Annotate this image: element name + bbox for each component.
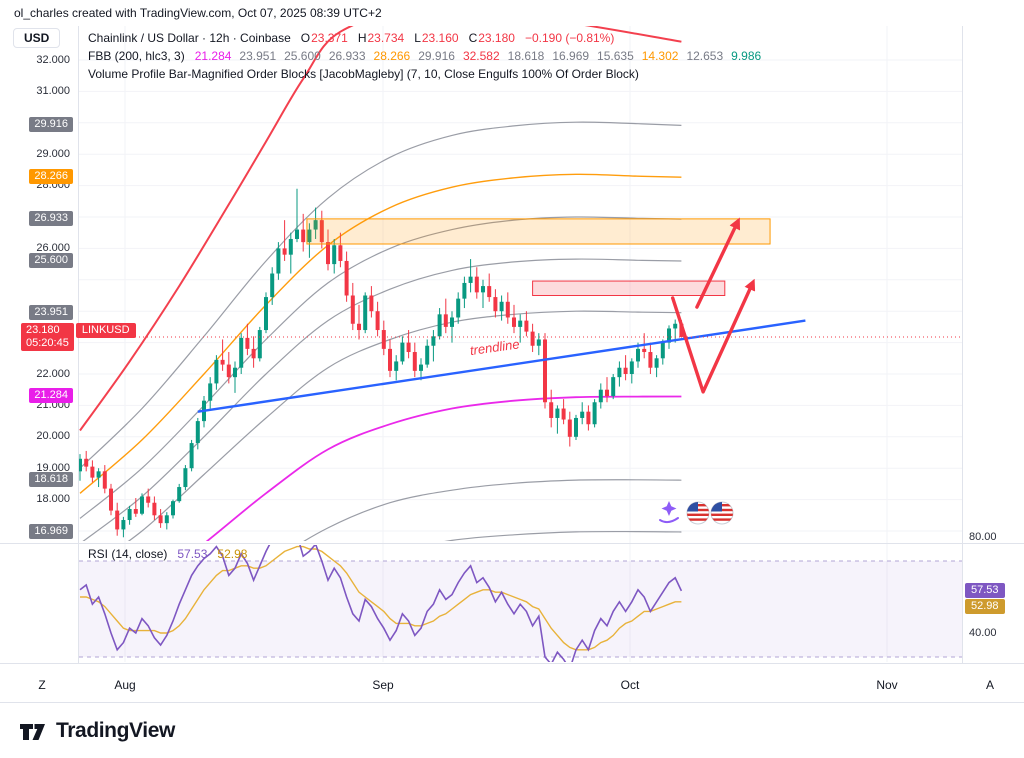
rsi-value-badge: 52.98 [965, 598, 1005, 614]
watermark-credit: ol_charles created with TradingView.com,… [14, 6, 382, 20]
fbb-value: 15.635 [597, 49, 634, 63]
band-upper-26.933 [79, 216, 682, 519]
last-price-value: 23.180 [26, 323, 60, 336]
fbb-value: 25.600 [284, 49, 321, 63]
volume-profile-label[interactable]: Volume Profile Bar-Magnified Order Block… [88, 67, 639, 81]
rsi-ma-line [80, 545, 682, 651]
time-axis[interactable]: Z Aug Sep Oct Nov A [0, 678, 1024, 700]
fbb-value: 12.653 [686, 49, 724, 63]
v-recovery-arrow[interactable] [671, 278, 756, 394]
ohlc-high: H 23.734 [357, 31, 405, 45]
price-label: 18.000 [36, 493, 70, 506]
sparkle-sticker-icon[interactable] [659, 501, 679, 524]
rsi-value: 57.53 [177, 547, 208, 561]
time-label: A [985, 678, 995, 692]
band-lower-18.618 [303, 479, 682, 541]
last-price-value-box: 23.180 05:20:45 [21, 322, 74, 351]
trendline-label[interactable]: trendline [469, 336, 520, 358]
flag-sticker-icon[interactable] [686, 501, 710, 525]
brand-name[interactable]: TradingView [56, 718, 175, 742]
rsi-value-badge: 57.53 [965, 582, 1005, 598]
fbb-value: 9.986 [731, 49, 762, 63]
price-badge: 29.916 [29, 117, 73, 133]
rsi-axis[interactable]: 80.00 40.00 57.53 52.98 [963, 0, 1024, 700]
rsi-ma-value: 52.98 [217, 547, 248, 561]
price-label: 26.000 [36, 241, 70, 254]
time-label: Nov [876, 678, 898, 692]
rsi-axis-label: 40.00 [969, 626, 997, 639]
fbb-value: 21.284 [194, 49, 232, 63]
price-badge: 28.266 [29, 169, 73, 185]
price-badge: 21.284 [29, 388, 73, 404]
band-upper-29.916 [79, 121, 682, 469]
bar-countdown: 05:20:45 [26, 336, 69, 349]
breakout-arrow[interactable] [695, 217, 741, 309]
band-upper-32.582 [79, 26, 682, 432]
price-axis[interactable]: 32.000 31.000 29.000 28.000 26.000 22.000 21.0… [0, 0, 78, 700]
fbb-value: 29.916 [418, 49, 455, 63]
price-label: 20.000 [36, 430, 70, 443]
grid-lines [79, 26, 962, 662]
fbb-value: 28.266 [373, 49, 411, 63]
fbb-value: 26.933 [328, 49, 366, 63]
rsi-label[interactable]: RSI (14, close) [88, 547, 168, 561]
band-lower-16.969 [444, 530, 682, 541]
trendline-drawing[interactable] [197, 319, 806, 413]
band-basis-21.284 [205, 395, 682, 541]
symbol-title[interactable]: Chainlink / US Dollar · 12h · Coinbase [88, 31, 291, 45]
time-label: Aug [114, 678, 136, 692]
time-label: Z [38, 678, 46, 692]
fbb-value: 14.302 [641, 49, 679, 63]
rsi-legend: RSI (14, close) 57.53 52.98 [88, 547, 247, 561]
fbb-value: 23.951 [239, 49, 277, 63]
chart-svg[interactable]: trendline [0, 0, 1024, 700]
price-label: 19.000 [36, 461, 70, 474]
rsi-band-fill [79, 561, 962, 657]
time-label: Sep [372, 678, 394, 692]
last-price-badge: 23.180 05:20:45 LINKUSD [21, 322, 136, 351]
rsi-axis-label: 80.00 [969, 530, 997, 543]
price-label: 31.000 [36, 84, 70, 97]
tradingview-logo-icon[interactable] [18, 716, 48, 746]
time-label: Oct [620, 678, 640, 692]
flag-sticker-icon[interactable] [710, 501, 734, 525]
order-block-lower[interactable] [532, 280, 726, 296]
ohlc-close: C 23.180 [468, 31, 515, 45]
currency-toggle-button[interactable]: USD [13, 28, 61, 48]
price-badge: 16.969 [29, 523, 73, 539]
fbb-label[interactable]: FBB (200, hlc3, 3) [88, 49, 185, 63]
price-label: 22.000 [36, 367, 70, 380]
footer-bar: TradingView [0, 702, 1024, 758]
fbb-value: 32.582 [462, 49, 500, 63]
sticker-drawings[interactable] [658, 496, 736, 535]
ohlc-open: O 23.371 [300, 31, 348, 45]
band-upper-23.951 [127, 310, 682, 541]
rsi-line [79, 545, 683, 662]
band-upper-28.266 [79, 173, 682, 494]
symbol-legend: Chainlink / US Dollar · 12h · Coinbase O… [88, 31, 614, 45]
fbb-value: 16.969 [552, 49, 590, 63]
price-label: 32.000 [36, 53, 70, 66]
price-badge: 25.600 [29, 252, 73, 268]
fbb-value: 18.618 [507, 49, 545, 63]
ohlc-low: L 23.160 [414, 31, 459, 45]
price-badge: 18.618 [29, 472, 73, 488]
price-badge: 23.951 [29, 304, 73, 320]
symbol-tag: LINKUSD [75, 322, 136, 338]
volume-profile-legend: Volume Profile Bar-Magnified Order Block… [88, 67, 639, 81]
order-block-upper[interactable] [306, 218, 771, 245]
fbb-legend: FBB (200, hlc3, 3) 21.284 23.951 25.600 26.… [88, 49, 761, 63]
price-badge: 26.933 [29, 211, 73, 227]
fbb-values: 21.284 23.951 25.600 26.933 28.266 29.916 32.5… [195, 49, 761, 63]
candles [79, 188, 684, 538]
change-value: −0.190 (−0.81%) [524, 31, 615, 45]
price-label: 29.000 [36, 147, 70, 160]
